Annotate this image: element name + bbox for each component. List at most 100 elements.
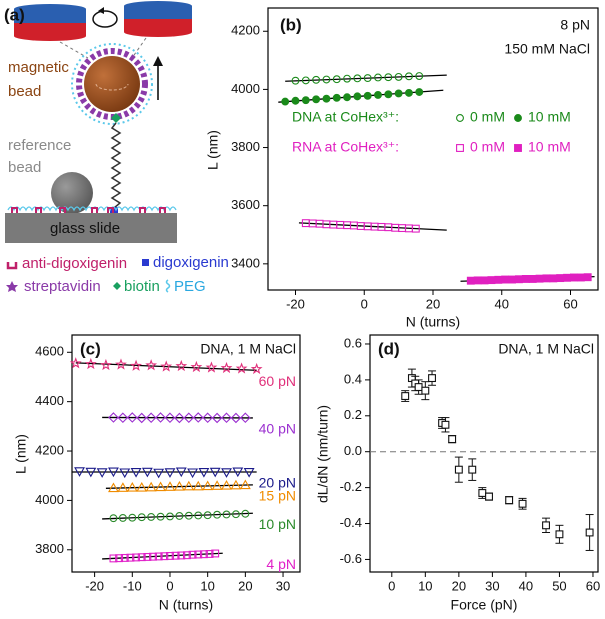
rotation-arrow [92, 10, 118, 28]
data-point [535, 274, 544, 283]
data-point [85, 467, 97, 478]
x-tick-label: 0 [361, 296, 368, 311]
data-point [221, 468, 232, 478]
x-tick-label: 30 [485, 578, 499, 593]
legend-icon [6, 262, 18, 270]
fit-line [298, 222, 447, 231]
legend-label: 10 mM [528, 109, 571, 125]
x-tick-label: -20 [85, 578, 104, 593]
panel-label: (d) [378, 339, 400, 358]
panel-label: (c) [80, 339, 101, 358]
data-point [428, 374, 436, 383]
x-axis-label: Force (pN) [451, 597, 518, 613]
data-point [211, 480, 223, 490]
biotin-link [111, 113, 121, 123]
data-point [126, 553, 135, 562]
legend-marker [456, 114, 464, 122]
magnet-bottom [124, 27, 192, 37]
data-point [521, 275, 530, 283]
data-point [117, 482, 129, 492]
data-point [156, 512, 165, 521]
y-tick-label: 4200 [231, 23, 260, 38]
data-point [126, 481, 138, 492]
data-point [394, 89, 403, 98]
annotation: 8 pN [560, 17, 590, 33]
data-point [149, 552, 157, 561]
y-tick-label: 3800 [231, 139, 260, 154]
y-tick-label: 3400 [231, 255, 260, 270]
data-point [394, 72, 403, 81]
data-point [153, 468, 165, 479]
data-point [74, 467, 85, 477]
y-tick-label: -0.4 [340, 515, 362, 530]
panel-label: (b) [280, 15, 302, 34]
magnet-bottom [14, 31, 86, 41]
data-point [441, 420, 450, 429]
data-point [374, 73, 382, 82]
data-point [211, 412, 223, 424]
x-tick-label: 40 [519, 578, 533, 593]
data-point [415, 88, 424, 96]
data-point [243, 467, 255, 478]
data-point [221, 479, 232, 490]
data-point [120, 553, 129, 562]
y-tick-label: 4400 [35, 393, 64, 408]
data-point [108, 467, 119, 478]
data-point [171, 551, 180, 560]
data-point [127, 412, 138, 423]
y-axis-label: L (nm) [13, 434, 29, 474]
x-tick-label: -10 [123, 578, 142, 593]
legend-label: digoxigenin [153, 254, 229, 271]
y-axis-label: L (nm) [205, 130, 221, 170]
y-tick-label: 0.2 [344, 407, 362, 422]
annotation: DNA, 1 M NaCl [200, 341, 296, 357]
data-point [576, 273, 585, 282]
panel-label: (a) [4, 5, 25, 24]
data-point [501, 275, 510, 284]
data-point [160, 552, 169, 561]
data-point [415, 72, 424, 80]
y-axis-label: dL/dN (nm/turn) [315, 405, 331, 503]
legend-marker [514, 144, 522, 152]
data-point [213, 510, 222, 519]
data-point [108, 412, 119, 423]
series-label: 40 pN [259, 421, 296, 437]
x-tick-label: 40 [495, 296, 509, 311]
y-tick-label: 0.4 [344, 371, 362, 386]
data-point [188, 550, 197, 559]
data-point [235, 362, 248, 374]
data-point [209, 467, 221, 478]
data-point [184, 511, 193, 520]
data-point [96, 468, 108, 478]
legend-marker [456, 144, 464, 152]
data-point [281, 97, 290, 106]
data-point [542, 521, 550, 530]
data-point [384, 73, 393, 82]
fit-line [75, 362, 257, 371]
data-point [401, 392, 410, 400]
legend-label: 0 mM [470, 139, 505, 155]
data-point [230, 412, 242, 424]
data-point [239, 479, 251, 490]
data-point [128, 513, 137, 522]
y-tick-label: 4200 [35, 442, 64, 457]
data-point [232, 467, 244, 478]
data-point [154, 552, 163, 561]
data-point [220, 361, 233, 374]
data-point [132, 553, 141, 562]
y-tick-label: 0.0 [344, 443, 362, 458]
peg-halo [71, 43, 153, 125]
x-tick-label: 50 [552, 578, 566, 593]
data-point [332, 75, 341, 84]
data-point [182, 551, 191, 560]
series-label: 4 pN [266, 556, 296, 572]
data-point [175, 359, 188, 372]
x-axis-label: N (turns) [159, 597, 213, 613]
y-tick-label: -0.2 [340, 479, 362, 494]
plot-frame [369, 334, 599, 573]
series-label: 10 pN [259, 516, 296, 532]
legend-icon [6, 281, 18, 292]
data-point [108, 482, 119, 493]
data-point [528, 275, 537, 283]
fit-line [102, 512, 253, 520]
